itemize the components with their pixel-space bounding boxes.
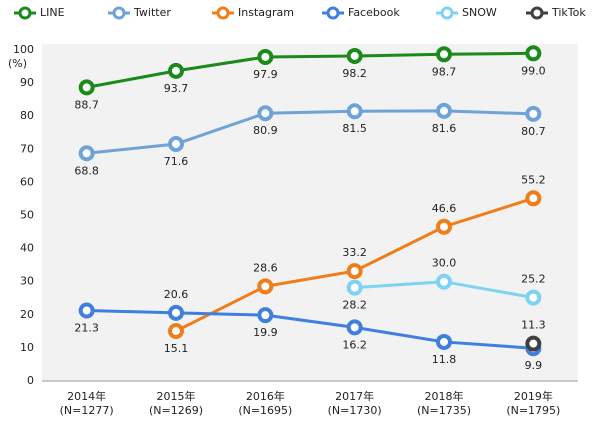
series-line <box>86 308 534 350</box>
point <box>257 278 274 295</box>
legend-marker <box>18 6 32 20</box>
point <box>168 323 184 340</box>
y-tick-label: 70 <box>20 142 34 155</box>
point <box>346 103 363 120</box>
point <box>436 333 452 350</box>
legend-label: Instagram <box>238 6 294 19</box>
data-label: 28.6 <box>253 261 278 274</box>
point <box>257 48 274 65</box>
point <box>346 279 363 296</box>
point <box>168 136 184 153</box>
point <box>525 190 542 207</box>
x-tick-label: 2017年 <box>335 389 374 403</box>
data-label: 99.0 <box>521 64 546 77</box>
point <box>78 79 95 96</box>
data-label: 11.8 <box>432 353 457 366</box>
point <box>168 304 184 321</box>
point <box>346 47 363 64</box>
data-label: 55.2 <box>521 173 546 186</box>
data-label: 21.3 <box>74 321 99 334</box>
y-tick-label: 80 <box>20 109 34 122</box>
point <box>525 335 542 352</box>
y-tick-label: 10 <box>20 341 34 354</box>
data-label: 68.8 <box>74 164 99 177</box>
x-tick-label: (N=1277) <box>60 404 114 417</box>
point <box>78 302 95 319</box>
legend-label: SNOW <box>462 6 497 19</box>
legend-label: TikTok <box>551 6 586 19</box>
data-label: 98.7 <box>432 65 457 78</box>
legend-marker <box>440 6 454 20</box>
data-label: 16.2 <box>342 338 367 351</box>
point <box>436 102 452 119</box>
data-label: 88.7 <box>74 98 99 111</box>
legend-marker <box>530 6 544 20</box>
point <box>168 62 184 79</box>
data-label: 81.5 <box>342 122 367 135</box>
legend-label: Twitter <box>133 6 171 19</box>
data-label: 80.9 <box>253 124 278 137</box>
y-tick-label: 40 <box>20 242 34 255</box>
data-label: 15.1 <box>164 342 189 355</box>
point <box>525 289 542 306</box>
x-tick-label: 2014年 <box>67 389 106 403</box>
x-tick-label: (N=1795) <box>506 404 560 417</box>
data-label: 25.2 <box>521 273 546 286</box>
data-label: 28.2 <box>342 299 367 312</box>
point <box>525 105 542 122</box>
legend-label: LINE <box>40 6 65 19</box>
point <box>346 263 363 280</box>
y-tick-label: 100 <box>13 43 34 56</box>
y-tick-label: 90 <box>20 76 34 89</box>
legend-marker <box>326 6 340 20</box>
series-line <box>86 109 534 155</box>
legend-label: Facebook <box>348 6 400 19</box>
y-unit: (%) <box>8 57 27 70</box>
data-label: 30.0 <box>432 257 457 270</box>
point <box>257 307 274 324</box>
y-tick-label: 30 <box>20 275 34 288</box>
y-tick-label: 20 <box>20 308 34 321</box>
x-tick-label: 2015年 <box>157 389 196 403</box>
x-tick-label: 2018年 <box>425 389 464 403</box>
x-tick-label: (N=1735) <box>417 404 471 417</box>
x-tick-label: (N=1730) <box>328 404 382 417</box>
data-label: 11.3 <box>521 319 546 332</box>
point <box>525 45 542 62</box>
data-label: 46.6 <box>432 202 457 215</box>
data-label: 9.9 <box>525 359 543 372</box>
data-label: 71.6 <box>164 155 189 168</box>
y-tick-label: 50 <box>20 209 34 222</box>
point <box>257 105 274 122</box>
x-tick-label: 2016年 <box>246 389 285 403</box>
y-tick-label: 60 <box>20 175 34 188</box>
x-tick-label: (N=1269) <box>149 404 203 417</box>
legend-marker <box>216 6 230 20</box>
data-label: 93.7 <box>164 82 189 95</box>
y-tick-label: 0 <box>27 374 34 387</box>
data-label: 97.9 <box>253 68 278 81</box>
point <box>436 273 452 290</box>
x-tick-label: (N=1695) <box>238 404 292 417</box>
point <box>436 218 452 235</box>
data-label: 20.6 <box>164 288 189 301</box>
data-label: 81.6 <box>432 122 457 135</box>
plot-background <box>42 44 578 381</box>
series-line <box>86 51 534 89</box>
point <box>346 319 363 336</box>
data-label: 33.2 <box>342 246 367 259</box>
point <box>436 46 452 63</box>
legend-marker <box>112 6 126 20</box>
x-tick-label: 2019年 <box>514 389 553 403</box>
data-label: 98.2 <box>342 67 367 80</box>
data-label: 80.7 <box>521 125 546 138</box>
point <box>78 145 95 162</box>
data-label: 19.9 <box>253 326 278 339</box>
